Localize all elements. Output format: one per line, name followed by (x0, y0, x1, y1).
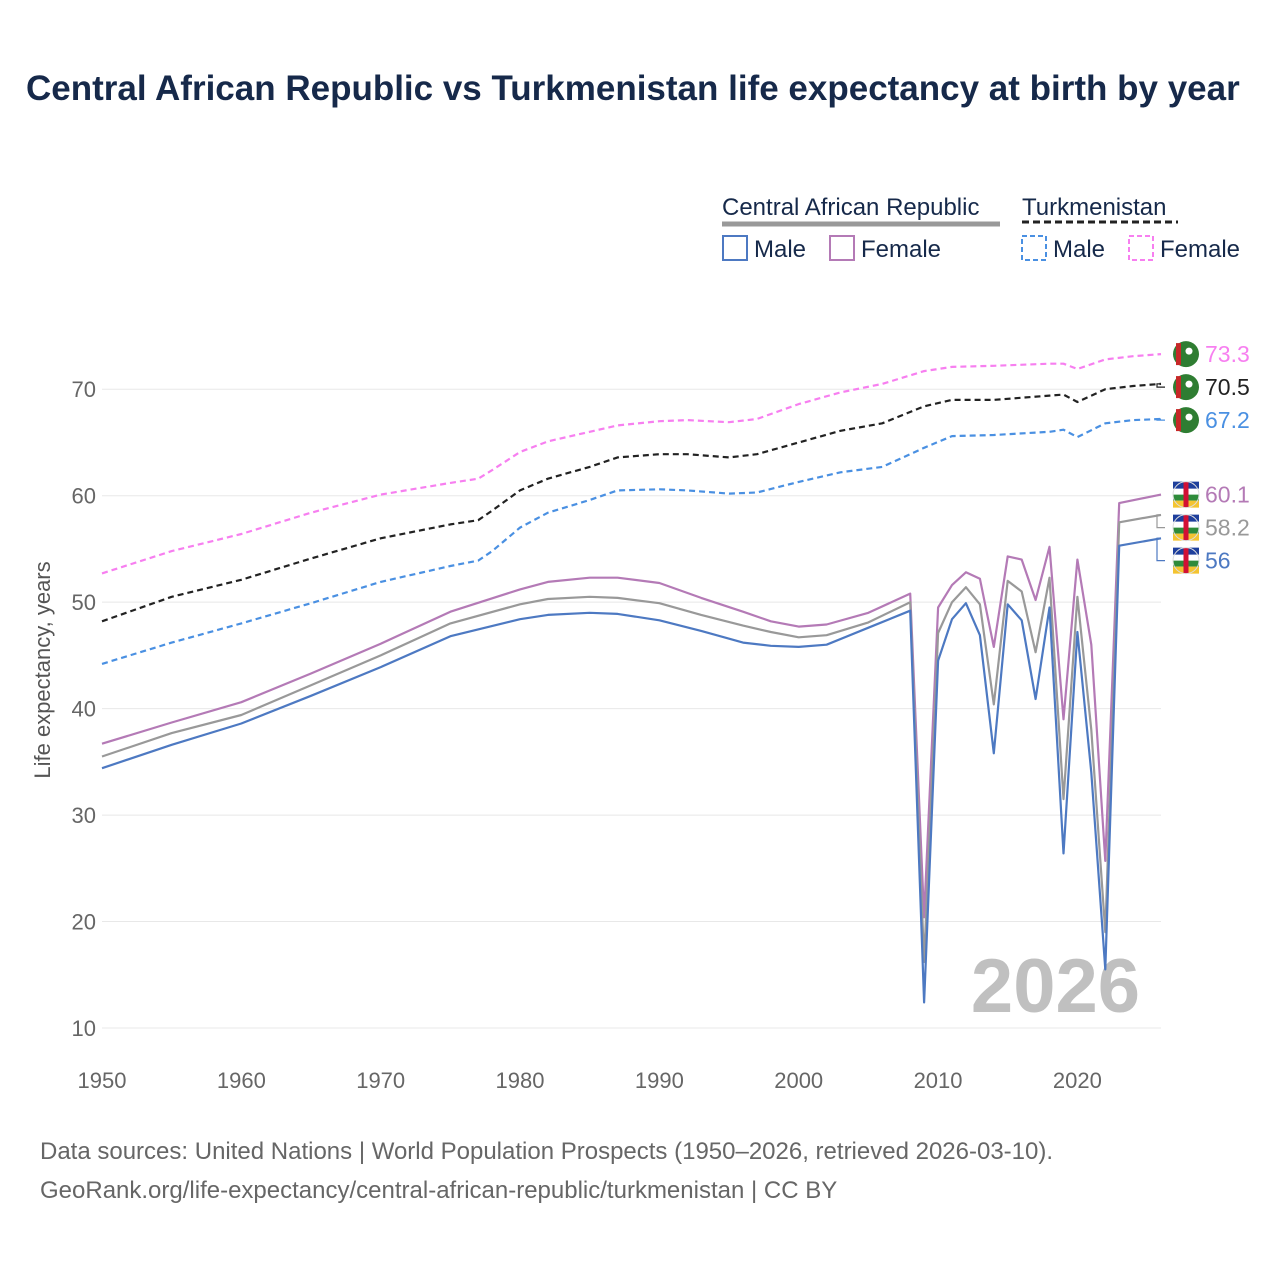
end-label-central-african-republic-female: 60.1 (1205, 482, 1250, 508)
x-axis: 1950 1960 1970 1980 1990 2000 2010 2020 (78, 1068, 1102, 1093)
end-label-leader-turkmenistan-male (1156, 418, 1165, 421)
y-tick-label-30: 30 (72, 803, 96, 828)
end-label-turkmenistan-total: 70.5 (1205, 374, 1250, 400)
x-tick-label-1990: 1990 (635, 1068, 684, 1093)
source-line-2: GeoRank.org/life-expectancy/central-afri… (40, 1177, 838, 1204)
year-watermark: 2026 (971, 944, 1140, 1029)
legend-label-car-female[interactable]: Female (861, 236, 941, 263)
series-line-central-african-republic-total[interactable] (101, 513, 1162, 964)
legend-label-car-male[interactable]: Male (754, 236, 806, 263)
end-label-central-african-republic-total: 58.2 (1205, 515, 1250, 541)
y-axis-label: Life expectancy, years (30, 561, 55, 778)
x-tick-label-2020: 2020 (1053, 1068, 1102, 1093)
legend-swatch-tkm-female[interactable] (1128, 235, 1154, 261)
x-tick-label-1980: 1980 (496, 1068, 545, 1093)
series-line-central-african-republic-female[interactable] (101, 493, 1162, 919)
series-line-turkmenistan-female[interactable] (101, 353, 1162, 575)
y-tick-label-60: 60 (72, 484, 96, 509)
y-tick-label-70: 70 (72, 377, 96, 402)
series-line-turkmenistan-total[interactable] (101, 382, 1162, 623)
legend-label-tkm-male[interactable]: Male (1053, 236, 1105, 263)
series-line-central-african-republic-male[interactable] (101, 537, 1162, 1004)
end-labels: 73.3 70.5 67.2 60.1 58.2 56 (1156, 341, 1250, 575)
x-tick-label-1960: 1960 (217, 1068, 266, 1093)
end-label-leader-central-african-republic-total (1156, 514, 1165, 529)
end-label-turkmenistan-female: 73.3 (1205, 341, 1250, 367)
legend-label-tkm-female[interactable]: Female (1160, 236, 1240, 263)
x-tick-label-1950: 1950 (78, 1068, 127, 1093)
y-tick-label-40: 40 (72, 697, 96, 722)
end-label-leader-central-african-republic-male (1156, 537, 1165, 562)
source-line-1: Data sources: United Nations | World Pop… (40, 1138, 1054, 1165)
y-tick-label-10: 10 (72, 1016, 96, 1041)
legend-swatch-car-female[interactable] (829, 235, 855, 261)
legend-swatch-tkm-male[interactable] (1021, 235, 1047, 261)
series-group (101, 353, 1162, 1004)
y-tick-label-50: 50 (72, 590, 96, 615)
legend: Central African Republic Turkmenistan Ma… (722, 194, 1240, 263)
end-label-turkmenistan-male: 67.2 (1205, 407, 1250, 433)
flag-icon-turkmenistan (1173, 374, 1199, 401)
legend-country-tkm: Turkmenistan (1022, 194, 1167, 221)
legend-swatch-car-male[interactable] (722, 235, 748, 261)
data-source-footer: Data sources: United Nations | World Pop… (40, 1132, 1053, 1210)
x-tick-label-2000: 2000 (774, 1068, 823, 1093)
flag-icon-central-african-republic (1172, 547, 1200, 575)
flag-icon-central-african-republic (1172, 481, 1200, 509)
flag-icon-turkmenistan (1173, 341, 1199, 368)
x-tick-label-2010: 2010 (914, 1068, 963, 1093)
chart-title: Central African Republic vs Turkmenistan… (26, 69, 1240, 108)
legend-country-car: Central African Republic (722, 194, 979, 221)
grid (102, 388, 1161, 1029)
y-tick-label-20: 20 (72, 910, 96, 935)
y-axis: 10 20 30 40 50 60 70 (72, 377, 96, 1041)
x-tick-label-1970: 1970 (356, 1068, 405, 1093)
end-label-leader-turkmenistan-total (1156, 383, 1165, 388)
end-label-central-african-republic-male: 56 (1205, 548, 1231, 574)
flag-icon-turkmenistan (1173, 407, 1199, 434)
flag-icon-central-african-republic (1172, 514, 1200, 542)
